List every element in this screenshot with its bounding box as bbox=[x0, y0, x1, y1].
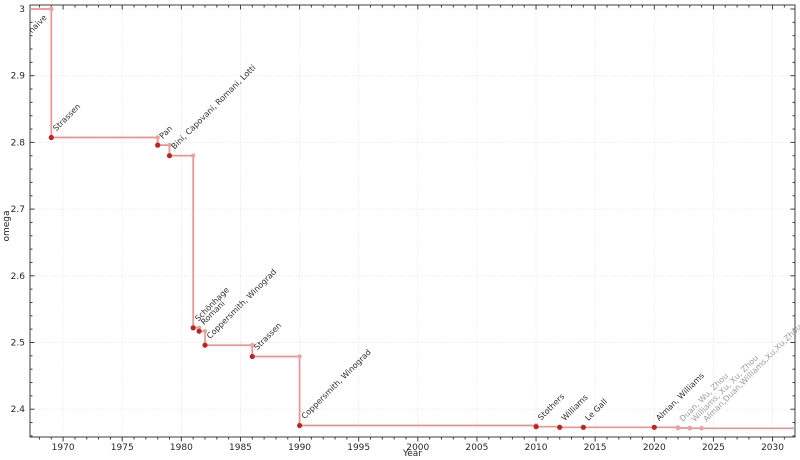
data-points bbox=[48, 6, 704, 431]
point-label: Strassen bbox=[51, 102, 82, 133]
x-tick-label: 2005 bbox=[465, 443, 488, 453]
x-tick-label: 2010 bbox=[525, 443, 548, 453]
data-point bbox=[190, 325, 196, 331]
data-point bbox=[49, 6, 54, 12]
x-tick-label: 1990 bbox=[288, 443, 311, 453]
x-tick-label: 1975 bbox=[111, 443, 134, 453]
data-point bbox=[533, 424, 539, 430]
point-label: Williams, Xu, Xu, Zhou bbox=[690, 353, 760, 423]
data-point bbox=[202, 342, 208, 348]
point-label: Pan bbox=[158, 124, 175, 141]
data-point bbox=[580, 424, 587, 430]
series-step-line bbox=[30, 8, 795, 430]
x-tick-label: 1970 bbox=[52, 443, 75, 453]
step-corner-point bbox=[297, 354, 302, 359]
x-tick-label: 1980 bbox=[170, 443, 193, 453]
y-tick-label: 2.6 bbox=[11, 272, 26, 282]
x-tick-label: 2020 bbox=[643, 443, 666, 453]
y-tick-label: 2.5 bbox=[11, 339, 25, 349]
point-label: Alman,Duan,Williams,Xu,Xu,Zhou bbox=[702, 322, 800, 423]
y-tick-label: 2.8 bbox=[11, 138, 26, 148]
x-tick-label: 2025 bbox=[702, 443, 725, 453]
data-point bbox=[557, 424, 563, 430]
x-axis-title: Year bbox=[402, 449, 423, 459]
x-tick-label: 1985 bbox=[229, 443, 252, 453]
y-axis-title: omega bbox=[2, 210, 12, 242]
point-label: Bini, Capovani, Romani, Lotti bbox=[170, 63, 258, 151]
gridlines bbox=[30, 5, 795, 437]
point-label: Coppersmith, Winograd bbox=[300, 348, 373, 421]
y-tick-label: 3 bbox=[19, 5, 25, 15]
data-point bbox=[699, 426, 704, 431]
plot-frame bbox=[29, 4, 796, 438]
data-point bbox=[249, 353, 255, 360]
data-point bbox=[651, 424, 657, 430]
x-tick-label: 2015 bbox=[584, 443, 607, 453]
x-tick-label: 2000 bbox=[406, 443, 429, 453]
data-point bbox=[166, 153, 173, 159]
data-point bbox=[155, 142, 161, 148]
step-corner-point bbox=[250, 343, 255, 348]
data-point bbox=[297, 422, 303, 429]
step-corner-point bbox=[167, 142, 172, 148]
data-point bbox=[675, 425, 681, 431]
data-point bbox=[196, 328, 202, 334]
x-tick-label: 2030 bbox=[761, 443, 784, 453]
axes-frame bbox=[29, 4, 796, 438]
step-corner-point bbox=[202, 329, 208, 334]
omega-step-line bbox=[30, 8, 795, 430]
y-tick-label: 2.4 bbox=[11, 405, 26, 415]
point-label: Strassen bbox=[252, 321, 283, 352]
step-corner-point bbox=[155, 135, 160, 140]
step-corner-point bbox=[191, 153, 196, 158]
x-tick-label: 1995 bbox=[347, 443, 370, 453]
data-point bbox=[48, 134, 54, 141]
data-point bbox=[687, 425, 693, 431]
axis-tick-labels: 1970 1975 1980 1985 1990 1995 2000 2005 2010 2015… bbox=[11, 5, 785, 453]
y-tick-label: 2.9 bbox=[11, 72, 26, 82]
y-tick-label: 2.7 bbox=[11, 205, 25, 215]
axis-ticks bbox=[30, 5, 795, 442]
